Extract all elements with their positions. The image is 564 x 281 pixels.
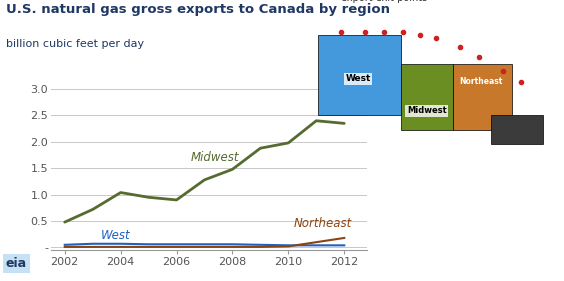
Text: Northeast: Northeast [294,217,352,230]
Text: Midwest: Midwest [407,106,447,115]
FancyBboxPatch shape [491,115,543,144]
Text: West: West [345,74,371,83]
Text: billion cubic feet per day: billion cubic feet per day [6,39,144,49]
FancyBboxPatch shape [318,35,400,115]
FancyBboxPatch shape [400,64,453,130]
Text: Midwest: Midwest [191,151,239,164]
FancyBboxPatch shape [453,64,512,130]
Text: eia: eia [6,257,27,270]
Text: Northeast: Northeast [460,77,503,86]
Text: West: West [101,229,131,243]
Text: U.S. natural gas gross exports to Canada by region: U.S. natural gas gross exports to Canada… [6,3,390,16]
Text: export exit points: export exit points [341,0,428,3]
